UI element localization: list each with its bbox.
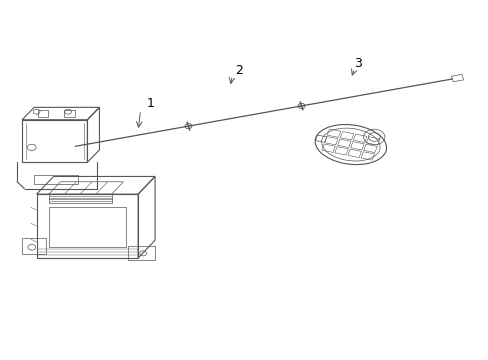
Text: 2: 2 xyxy=(234,64,242,77)
Text: 1: 1 xyxy=(146,97,154,110)
Text: 3: 3 xyxy=(353,57,361,69)
